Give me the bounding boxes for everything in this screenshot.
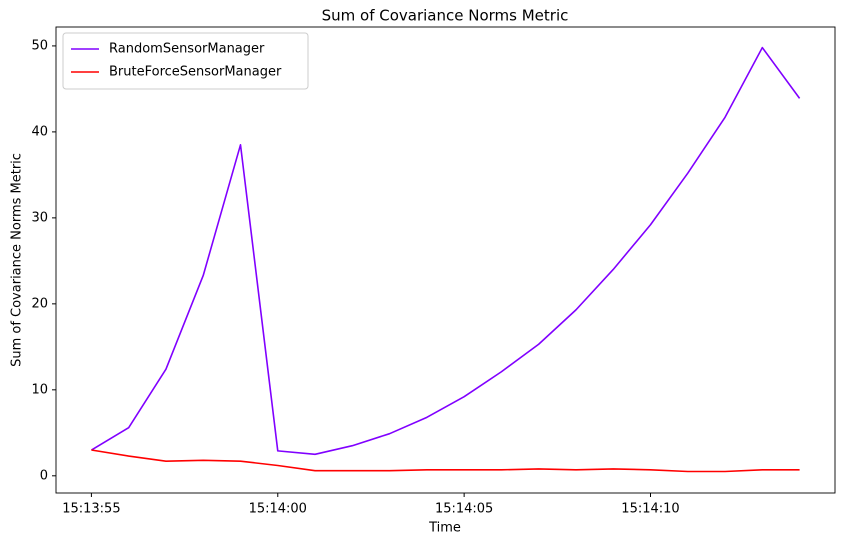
line-series [91, 449, 800, 473]
y-tick-label: 30 [31, 210, 48, 225]
y-tick-label: 40 [31, 124, 48, 139]
line-series [90, 46, 801, 456]
plot-frame [55, 26, 836, 494]
legend-label: BruteForceSensorManager [109, 65, 282, 80]
x-tick-label: 15:13:55 [62, 502, 120, 517]
x-axis-label: Time [428, 521, 461, 536]
x-tick-label: 15:14:05 [435, 502, 493, 517]
x-tick-label: 15:14:00 [249, 502, 307, 517]
x-tick-label: 15:14:10 [621, 502, 679, 517]
y-tick-label: 20 [31, 296, 48, 311]
y-tick-label: 50 [31, 38, 48, 53]
chart-title: Sum of Covariance Norms Metric [322, 7, 569, 25]
y-tick-label: 10 [31, 382, 48, 397]
legend-box [62, 32, 309, 90]
y-tick-label: 0 [40, 468, 48, 483]
legend-label: RandomSensorManager [109, 42, 265, 57]
y-axis-label: Sum of Covariance Norms Metric [10, 153, 25, 367]
